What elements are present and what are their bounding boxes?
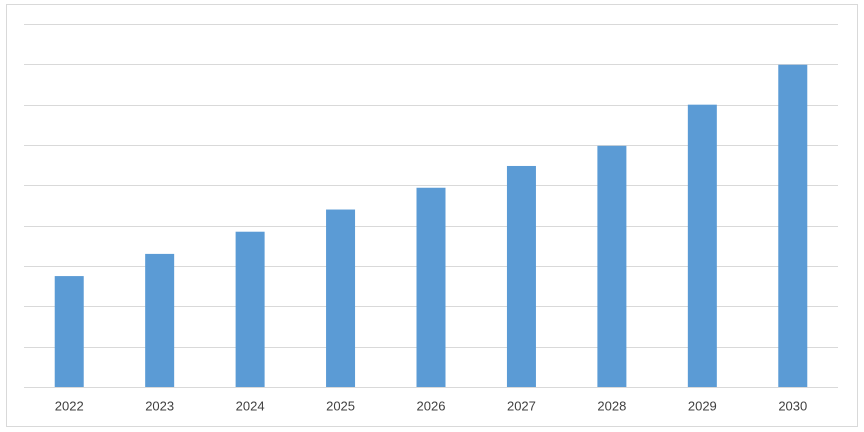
bar [597,145,627,387]
bar [235,231,265,387]
bar [416,187,446,387]
x-tick-label: 2026 [417,398,446,413]
x-tick-label: 2025 [326,398,355,413]
bar [54,276,84,387]
x-tick-label: 2023 [145,398,174,413]
x-tick-label: 2029 [688,398,717,413]
x-tick-label: 2028 [597,398,626,413]
bar [506,165,536,387]
x-tick-label: 2030 [778,398,807,413]
bar [145,253,175,387]
x-tick-label: 2022 [55,398,84,413]
bar [326,209,356,387]
x-tick-label: 2024 [236,398,265,413]
bar [687,104,717,388]
bar [778,64,808,387]
x-tick-label: 2027 [507,398,536,413]
